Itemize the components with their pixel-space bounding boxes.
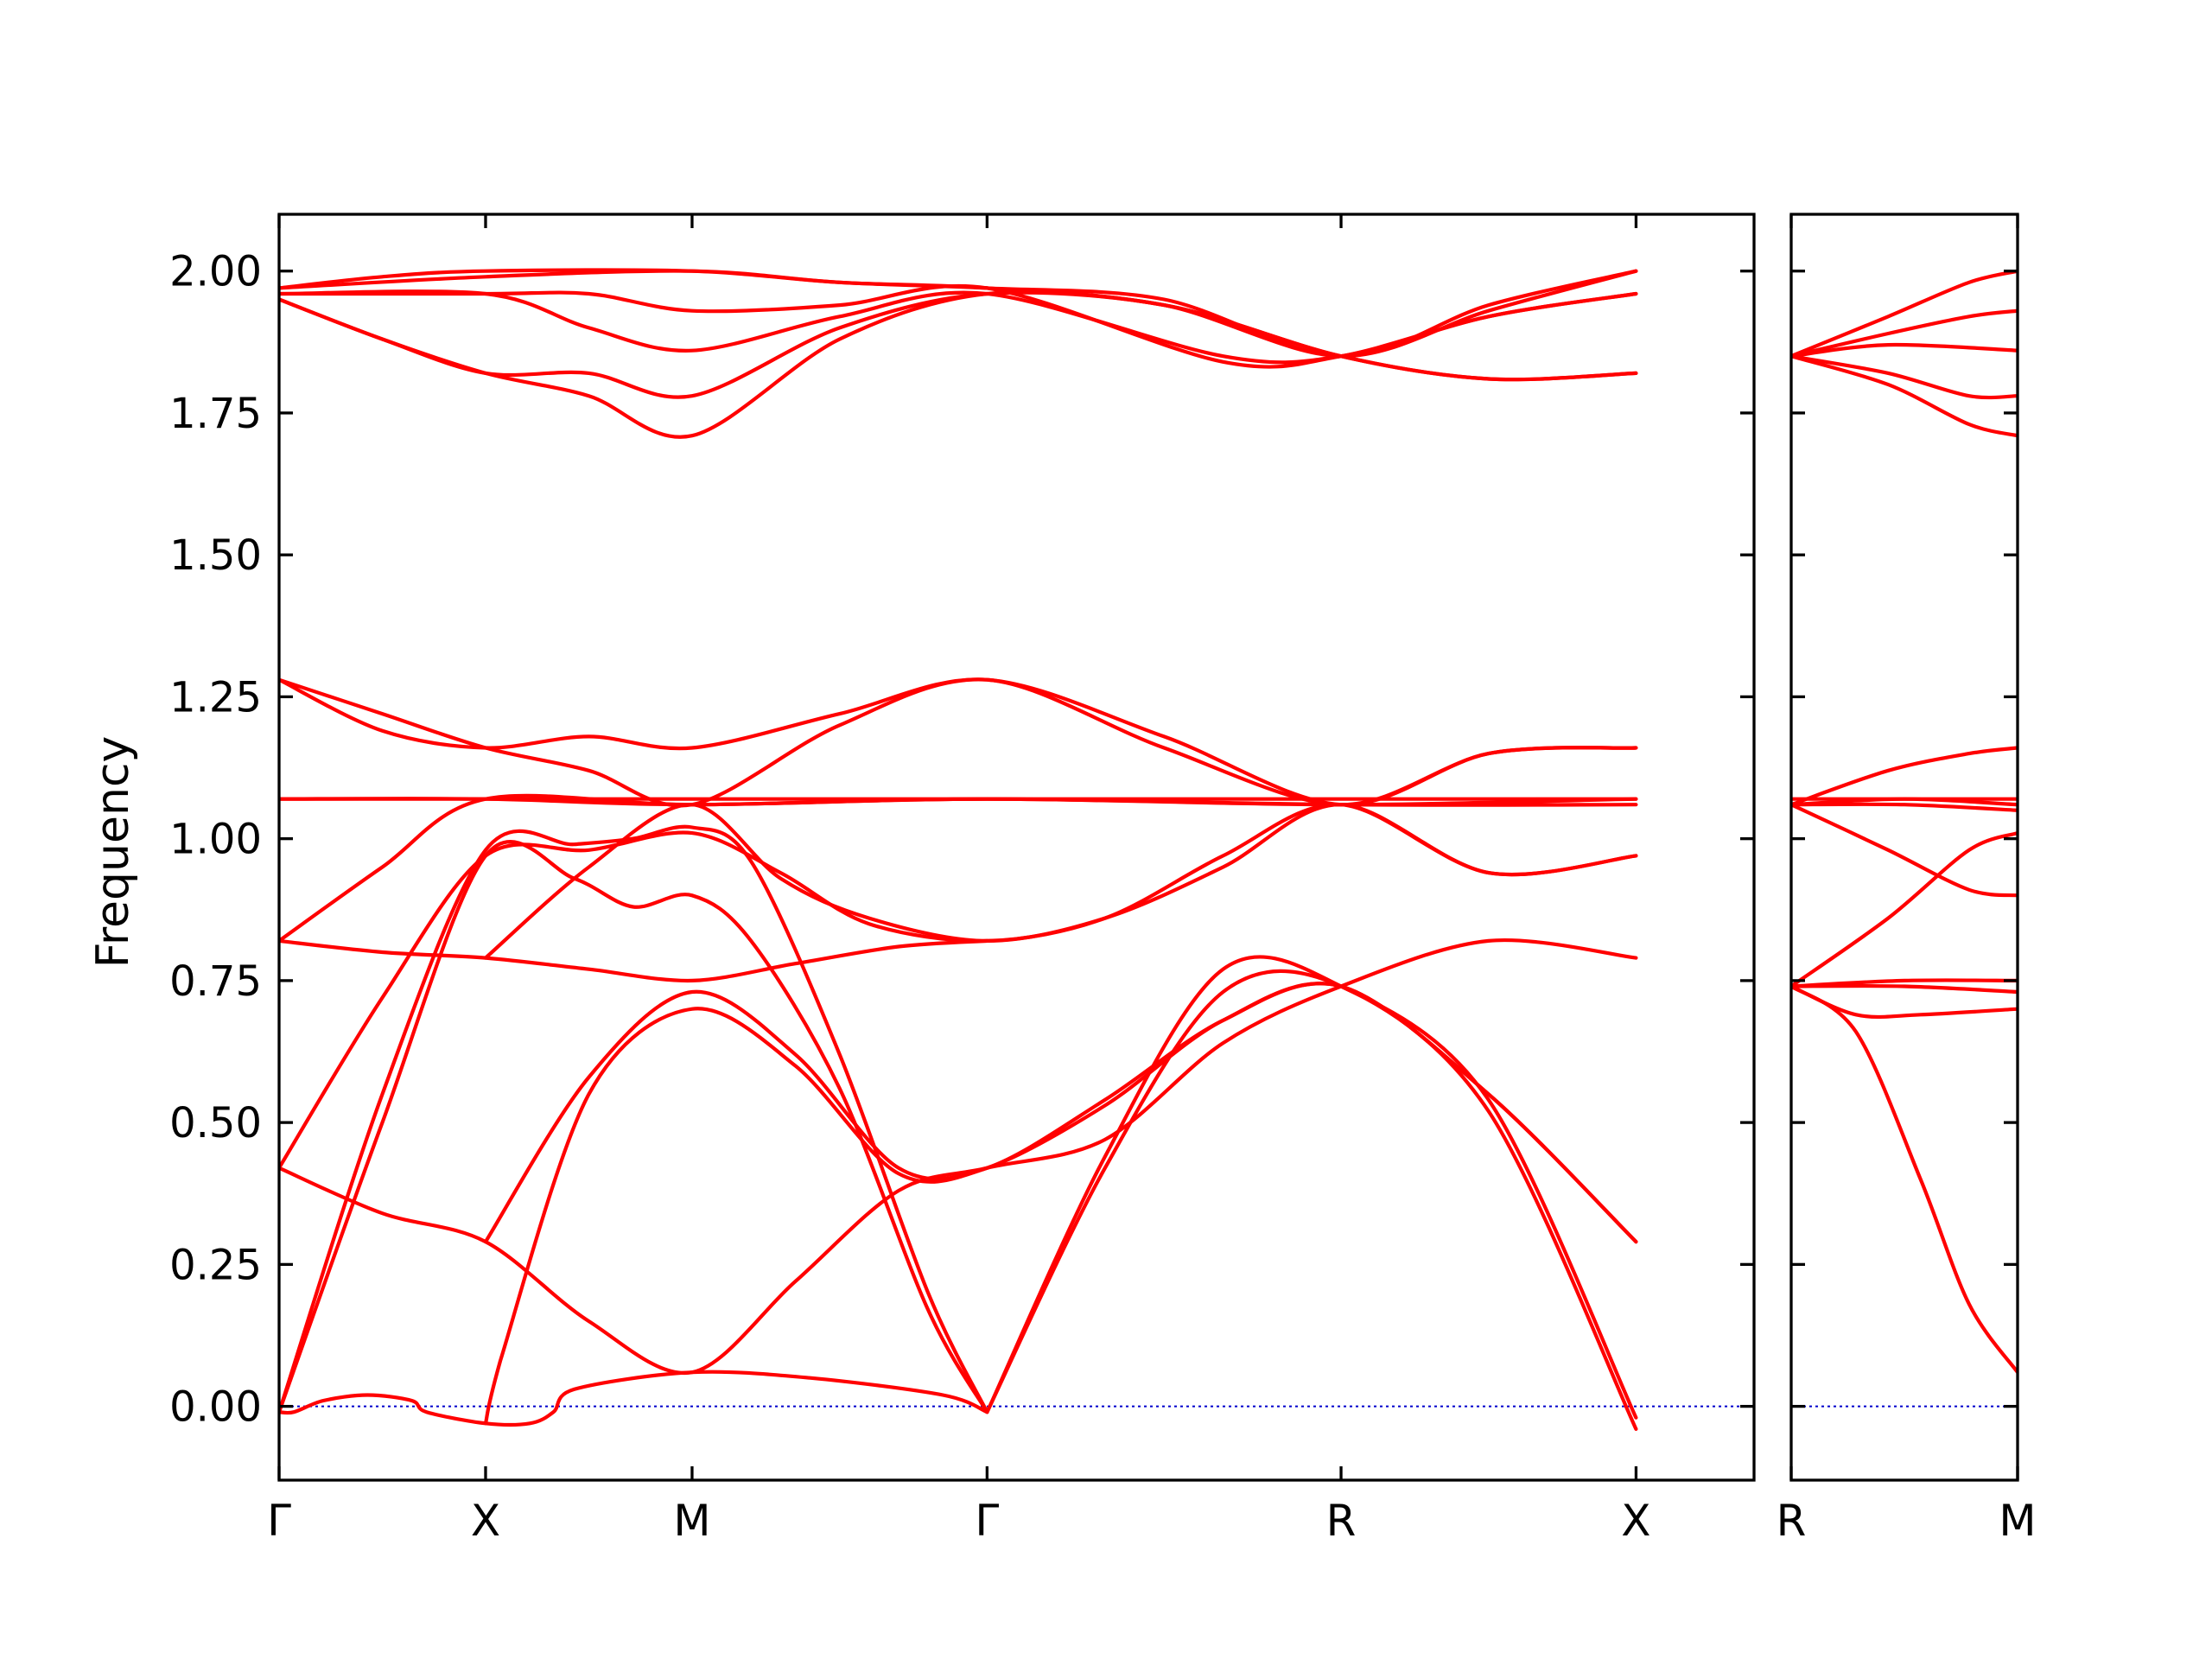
phonon-band-13 bbox=[1791, 342, 2018, 359]
phonon-band-4 bbox=[279, 938, 1638, 1376]
y-tick-label: 1.75 bbox=[169, 390, 262, 438]
phonon-band-9 bbox=[985, 955, 1638, 1420]
y-tick-label: 2.00 bbox=[169, 248, 262, 296]
phonon-band-7 bbox=[1791, 802, 2018, 812]
phonon-band-14 bbox=[279, 677, 1638, 807]
phonon-band-16 bbox=[483, 803, 1638, 960]
phonon-band-13 bbox=[279, 797, 1638, 807]
phonon-band-1 bbox=[279, 1370, 989, 1427]
phonon-band-15 bbox=[279, 677, 1638, 808]
phonon-band-18 bbox=[279, 290, 1638, 399]
phonon-band-22 bbox=[279, 269, 1638, 359]
x-tick-label: R bbox=[1777, 1496, 1807, 1546]
phonon-band-17 bbox=[279, 289, 1638, 439]
y-axis-label: Frequency bbox=[87, 736, 139, 969]
phonon-band-14 bbox=[1791, 308, 2018, 359]
band-group bbox=[279, 268, 1638, 1431]
x-tick-label: X bbox=[471, 1496, 500, 1546]
phonon-band-8 bbox=[985, 969, 1638, 1431]
phonon-band-10 bbox=[1791, 746, 2018, 807]
x-tick-label: R bbox=[1326, 1496, 1357, 1546]
y-tick-label: 0.50 bbox=[169, 1099, 262, 1147]
phonon-band-21 bbox=[279, 268, 1638, 359]
phonon-band-7 bbox=[483, 982, 1638, 1244]
phonon-band-12 bbox=[1791, 354, 2018, 400]
phonon-band-2 bbox=[279, 840, 989, 1414]
phonon-band-10 bbox=[279, 938, 989, 983]
y-tick-label: 1.25 bbox=[169, 673, 262, 721]
phonon-band-3 bbox=[1791, 983, 2018, 995]
plot-frame bbox=[1789, 213, 2019, 1482]
phonon-band-2 bbox=[1791, 984, 2018, 1019]
phonon-band-4 bbox=[1791, 978, 2018, 988]
x-tick-label: Γ bbox=[975, 1496, 999, 1546]
x-tick-label: M bbox=[673, 1496, 710, 1546]
x-tick-label: Γ bbox=[267, 1496, 291, 1546]
phonon-band-6 bbox=[1791, 803, 2018, 898]
x-tick-label: X bbox=[1621, 1496, 1650, 1546]
y-tick-label: 0.75 bbox=[169, 957, 262, 1006]
y-tick-label: 1.50 bbox=[169, 531, 262, 580]
phonon-band-5 bbox=[1791, 831, 2018, 988]
phonon-band-6 bbox=[483, 982, 1638, 1426]
y-tick-label: 1.00 bbox=[169, 816, 262, 864]
y-tick-label: 0.00 bbox=[169, 1383, 262, 1432]
panel-left: 2.00 1.75 1.50 1.25 1.00 0.75 0.50 0.25 0.00 Γ X M Γ… bbox=[169, 213, 1756, 1546]
band-group bbox=[1791, 269, 2018, 1375]
phonon-band-1 bbox=[1791, 984, 2018, 1375]
phonon-band-11 bbox=[279, 793, 1638, 943]
x-tick-label: M bbox=[1999, 1496, 2036, 1546]
plot-frame bbox=[277, 213, 1756, 1482]
phonon-band-15 bbox=[1791, 269, 2018, 359]
phonon-band-11 bbox=[1791, 354, 2018, 438]
y-tick-label: 0.25 bbox=[169, 1241, 262, 1289]
phonon-band-5 bbox=[279, 803, 1638, 1170]
